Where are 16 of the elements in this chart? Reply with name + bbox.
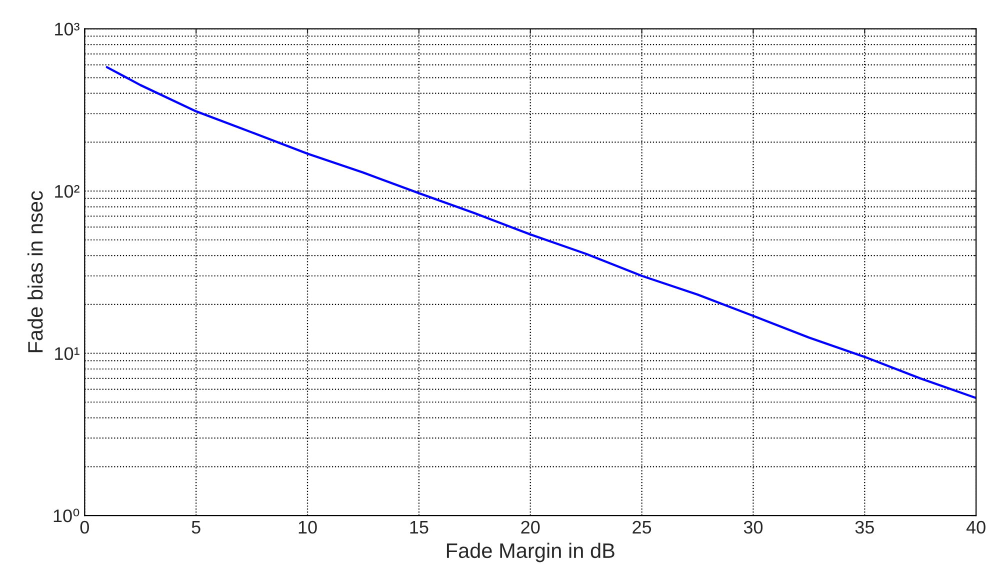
y-tick-label: 10³ <box>55 22 80 36</box>
x-tick-label: 0 <box>80 520 89 534</box>
x-tick-label: 15 <box>410 521 428 534</box>
x-tick-label: 25 <box>632 520 652 534</box>
x-tick-label: 40 <box>966 520 986 534</box>
y-tick-label: 10² <box>55 184 80 198</box>
y-axis-title: Fade bias in nsec <box>28 191 43 352</box>
line-series <box>106 66 976 400</box>
y-tick-label: 10¹ <box>55 347 80 360</box>
x-tick-label: 20 <box>521 520 540 534</box>
x-tick-label: 5 <box>192 521 200 534</box>
x-tick-label: 35 <box>855 520 874 534</box>
x-tick-label: 30 <box>744 520 763 534</box>
x-tick-label: 10 <box>298 520 317 534</box>
x-axis-title: Fade Margin in dB <box>446 542 614 562</box>
y-tick-label: 10⁰ <box>54 508 80 522</box>
